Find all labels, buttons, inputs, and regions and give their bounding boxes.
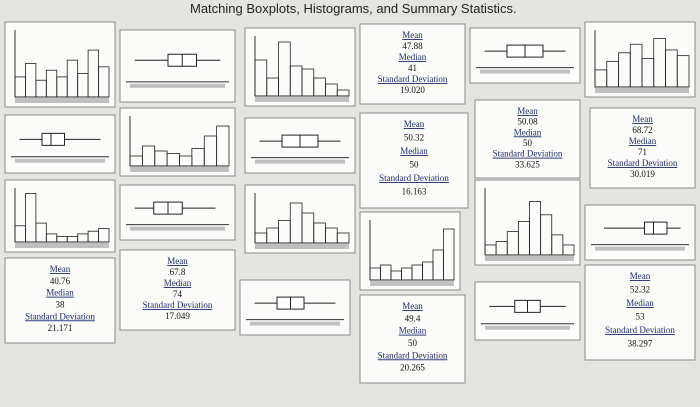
card	[474, 179, 581, 266]
mean: 67.8	[170, 267, 186, 277]
axis-ticks	[255, 244, 349, 249]
median: 50	[408, 338, 418, 348]
hist-bar	[216, 125, 230, 167]
hist-bar	[676, 55, 690, 88]
card	[244, 27, 356, 107]
median: 38	[56, 300, 66, 310]
card	[4, 21, 116, 108]
median-label: Median	[400, 146, 428, 156]
hist-bar	[562, 244, 575, 256]
card	[584, 21, 696, 98]
sd-label: Standard Deviation	[608, 158, 678, 168]
axis-ticks	[370, 281, 454, 286]
sd-label: Standard Deviation	[379, 173, 449, 183]
median: 50	[523, 138, 533, 148]
median-label: Median	[164, 278, 192, 288]
median: 50	[410, 160, 420, 170]
mean: 52.32	[630, 285, 650, 295]
mean-label: Mean	[167, 256, 188, 266]
axis-ticks	[255, 97, 349, 102]
sd: 16.163	[402, 187, 427, 197]
axis-ticks	[130, 226, 225, 231]
box	[41, 132, 65, 146]
hist-bar	[98, 66, 110, 98]
hist-bar	[336, 232, 350, 244]
card	[119, 249, 236, 331]
hist-bar	[443, 228, 455, 281]
median: 53	[636, 312, 646, 322]
card	[359, 211, 461, 291]
median-label: Median	[514, 127, 542, 137]
median-label: Median	[626, 298, 654, 308]
card	[584, 264, 696, 361]
card	[359, 294, 466, 384]
hist-bar	[98, 228, 110, 243]
hist-bar	[336, 89, 350, 97]
sd: 19.020	[400, 85, 425, 95]
box	[644, 221, 668, 235]
sd: 21.171	[48, 323, 73, 333]
median-label: Median	[46, 288, 74, 298]
axis-ticks	[15, 158, 105, 163]
card	[359, 23, 466, 105]
mean: 68.72	[632, 125, 652, 135]
mean: 49.4	[405, 313, 421, 323]
median-label: Median	[629, 136, 657, 146]
mean-label: Mean	[517, 106, 538, 116]
hist-bar	[25, 192, 37, 243]
mean-label: Mean	[50, 264, 71, 274]
median: 71	[638, 147, 647, 157]
axis-ticks	[595, 246, 685, 251]
sd: 30.019	[630, 169, 655, 179]
median-label: Median	[399, 52, 427, 62]
sd-label: Standard Deviation	[493, 149, 563, 159]
axis-ticks	[130, 83, 225, 88]
hist-bar	[35, 222, 47, 243]
axis-ticks	[250, 321, 340, 326]
sd-label: Standard Deviation	[378, 74, 448, 84]
card	[359, 112, 469, 209]
axis-ticks	[15, 243, 109, 248]
sd: 17.049	[165, 311, 190, 321]
median-label: Median	[399, 326, 427, 336]
mean-label: Mean	[632, 114, 653, 124]
sd: 33.625	[515, 159, 540, 169]
sd: 38.297	[628, 339, 653, 349]
card	[584, 204, 696, 261]
axis-ticks	[595, 88, 689, 93]
mean-label: Mean	[402, 30, 423, 40]
axis-ticks	[485, 325, 570, 330]
card	[4, 179, 116, 253]
card	[589, 107, 696, 189]
sd: 20.265	[400, 363, 425, 373]
sd-label: Standard Deviation	[378, 350, 448, 360]
mean-label: Mean	[630, 271, 651, 281]
axis-ticks	[480, 69, 570, 74]
axis-ticks	[130, 167, 229, 172]
card	[474, 99, 581, 179]
mean-label: Mean	[402, 301, 423, 311]
card	[244, 184, 356, 254]
axis-ticks	[255, 159, 345, 164]
mean: 50.08	[517, 117, 538, 127]
sd-label: Standard Deviation	[25, 311, 95, 321]
mean-label: Mean	[404, 119, 425, 129]
median: 74	[173, 289, 183, 299]
card	[4, 257, 116, 344]
sd-label: Standard Deviation	[143, 300, 213, 310]
card	[119, 107, 236, 177]
mean: 50.32	[404, 133, 424, 143]
median: 41	[408, 63, 417, 73]
axis-ticks	[15, 98, 109, 103]
mean: 47.88	[402, 41, 423, 51]
title: Matching Boxplots, Histograms, and Summa…	[190, 1, 517, 16]
mean: 40.76	[50, 276, 71, 286]
sd-label: Standard Deviation	[605, 325, 675, 335]
axis-ticks	[485, 256, 574, 261]
